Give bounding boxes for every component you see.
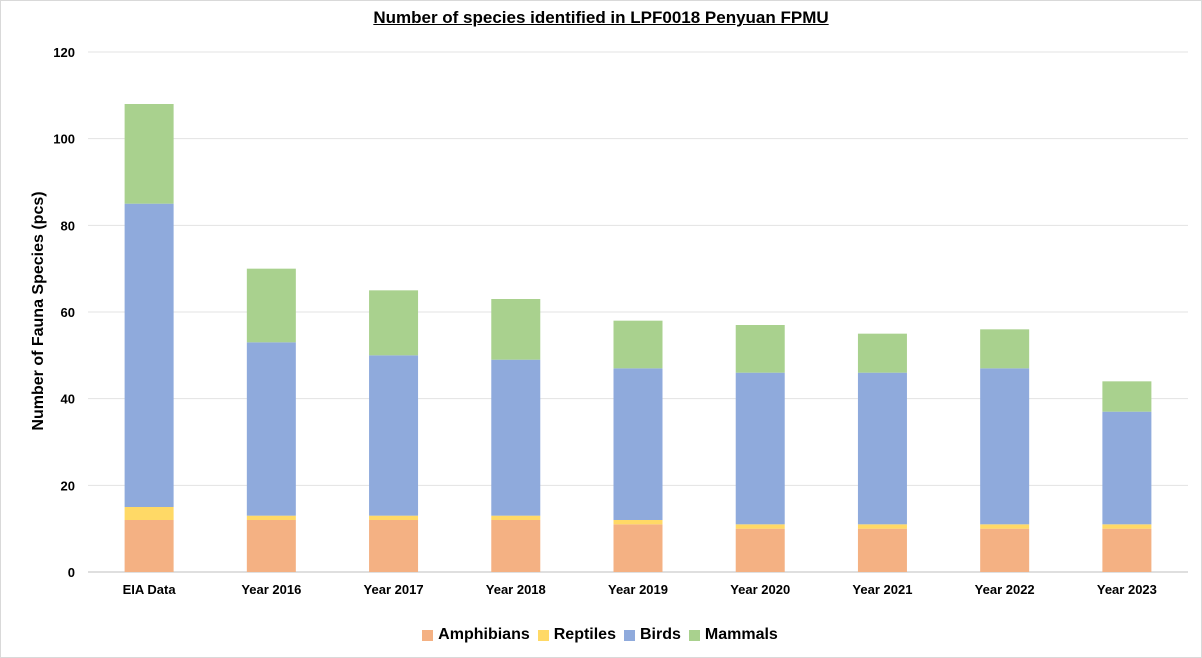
bar-birds-7 [980, 368, 1030, 525]
bar-amphibians-6 [857, 528, 907, 572]
legend-item-amphibians: Amphibians [422, 626, 530, 644]
bar-reptiles-1 [246, 515, 296, 520]
y-axis-ticks: 0 20 40 60 80 100 120 [53, 45, 75, 580]
chart-title: Number of species identified in LPF0018 … [0, 8, 1202, 28]
legend-swatch [688, 629, 700, 641]
legend-item-mammals: Mammals [688, 626, 778, 644]
x-tick-label: Year 2023 [1097, 582, 1157, 597]
x-tick-label: Year 2016 [241, 582, 301, 597]
x-tick-label: Year 2020 [730, 582, 790, 597]
bar-mammals-3 [491, 299, 541, 360]
bar-amphibians-8 [1102, 528, 1152, 572]
x-tick-label: Year 2019 [608, 582, 668, 597]
legend: Amphibians Reptiles Birds Mammals [0, 626, 1202, 644]
y-tick-label: 120 [53, 45, 75, 60]
legend-label: Mammals [704, 626, 778, 643]
x-tick-label: Year 2022 [975, 582, 1035, 597]
bar-mammals-0 [124, 104, 174, 204]
x-tick-label: EIA Data [123, 582, 177, 597]
bar-mammals-8 [1102, 381, 1152, 412]
bar-birds-0 [124, 203, 174, 507]
bar-birds-1 [246, 342, 296, 516]
chart-title-text: Number of species identified in LPF0018 … [373, 8, 829, 27]
x-tick-label: Year 2017 [364, 582, 424, 597]
bar-amphibians-0 [124, 520, 174, 572]
bar-birds-2 [369, 355, 419, 516]
legend-label: Birds [639, 626, 681, 643]
x-axis-ticks: EIA Data Year 2016 Year 2017 Year 2018 Year … [123, 582, 1157, 597]
y-tick-label: 100 [53, 132, 75, 147]
bar-amphibians-2 [369, 520, 419, 572]
x-tick-label: Year 2018 [486, 582, 546, 597]
chart-plot: 0 20 40 60 80 100 120 EIA Data Year 2016 Year 20… [30, 45, 1188, 597]
bar-amphibians-3 [491, 520, 541, 572]
bar-amphibians-5 [735, 528, 785, 572]
legend-label: Amphibians [438, 626, 530, 643]
bar-mammals-1 [246, 268, 296, 343]
bar-birds-3 [491, 359, 541, 516]
bar-amphibians-7 [980, 528, 1030, 572]
bar-reptiles-6 [857, 524, 907, 529]
bars [124, 104, 1152, 572]
legend-swatch [537, 629, 549, 641]
bar-mammals-5 [735, 325, 785, 373]
bar-reptiles-8 [1102, 524, 1152, 529]
legend-item-birds: Birds [623, 626, 681, 644]
bar-amphibians-4 [613, 524, 663, 572]
bar-birds-4 [613, 368, 663, 520]
bar-mammals-2 [369, 290, 419, 356]
bar-reptiles-4 [613, 520, 663, 525]
y-tick-label: 40 [61, 392, 75, 407]
bar-birds-5 [735, 372, 785, 525]
bar-mammals-7 [980, 329, 1030, 369]
bar-reptiles-0 [124, 507, 174, 520]
bar-birds-8 [1102, 411, 1152, 525]
bar-reptiles-3 [491, 515, 541, 520]
x-tick-label: Year 2021 [852, 582, 912, 597]
bar-birds-6 [857, 372, 907, 525]
bar-reptiles-7 [980, 524, 1030, 529]
y-tick-label: 60 [61, 305, 75, 320]
legend-item-reptiles: Reptiles [537, 626, 616, 644]
y-tick-label: 20 [61, 478, 75, 493]
bar-mammals-6 [857, 333, 907, 373]
y-tick-label: 80 [61, 218, 75, 233]
legend-label: Reptiles [553, 626, 616, 643]
bar-reptiles-5 [735, 524, 785, 529]
legend-swatch [422, 629, 434, 641]
y-tick-label: 0 [68, 565, 75, 580]
bar-amphibians-1 [246, 520, 296, 572]
bar-mammals-4 [613, 320, 663, 369]
bar-reptiles-2 [369, 515, 419, 520]
y-axis-label: Number of Fauna Species (pcs) [30, 191, 47, 430]
legend-swatch [623, 629, 635, 641]
